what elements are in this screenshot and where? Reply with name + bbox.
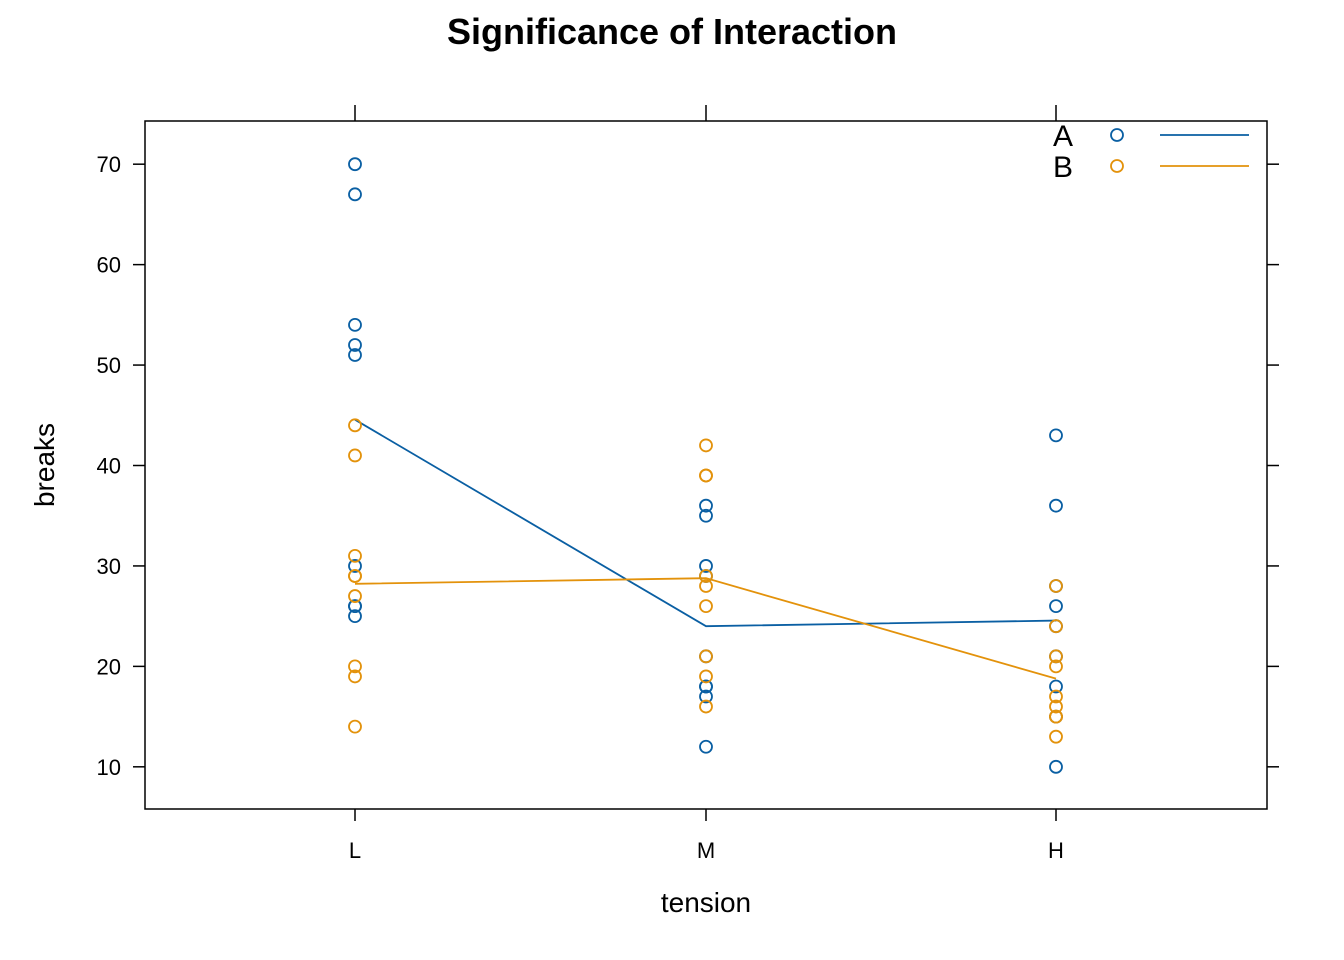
legend-marker-a — [1110, 128, 1124, 142]
data-point-b — [1049, 619, 1063, 634]
data-point-b — [699, 649, 713, 664]
data-point-b — [699, 669, 713, 684]
data-point-b — [699, 699, 713, 714]
data-point-b — [699, 579, 713, 593]
data-point-a — [1049, 599, 1063, 614]
data-points — [348, 157, 1063, 774]
legend-marker-b — [1110, 159, 1124, 173]
data-point-a — [348, 187, 362, 202]
data-point-a — [699, 508, 713, 523]
data-point-a — [1049, 679, 1063, 694]
x-tick-label: L — [349, 838, 361, 863]
x-tick-label: H — [1048, 838, 1064, 863]
data-point-b — [348, 569, 362, 583]
y-tick-label: 20 — [97, 654, 121, 679]
data-point-a — [348, 317, 362, 332]
data-point-b — [1049, 649, 1063, 664]
data-point-a — [348, 157, 362, 172]
data-point-a — [1049, 498, 1063, 513]
data-point-a — [699, 689, 713, 704]
mean-line-b — [354, 577, 1057, 680]
legend-label-b: B — [1053, 151, 1073, 184]
y-tick-label: 70 — [97, 152, 121, 177]
data-point-b — [348, 548, 362, 563]
y-tick-label: 10 — [97, 755, 121, 780]
data-point-a — [348, 609, 362, 624]
data-point-a — [1049, 428, 1063, 443]
data-point-b — [1049, 699, 1063, 714]
data-point-a — [348, 559, 362, 573]
x-axis-label: tension — [661, 887, 751, 918]
y-tick-label: 30 — [97, 554, 121, 579]
data-point-b — [348, 589, 362, 603]
y-tick-label: 40 — [97, 454, 121, 479]
data-point-b — [699, 569, 713, 583]
data-point-b — [1049, 579, 1063, 593]
y-axis-label: breaks — [29, 423, 60, 507]
x-tick-label: M — [697, 838, 715, 863]
y-tick-label: 50 — [97, 353, 121, 378]
data-point-b — [699, 599, 713, 614]
data-point-b — [348, 719, 362, 734]
data-point-a — [699, 559, 713, 573]
data-point-a — [348, 599, 362, 614]
data-point-a — [699, 498, 713, 513]
data-point-b — [348, 448, 362, 463]
data-point-b — [699, 468, 713, 483]
mean-line-a — [354, 418, 1057, 628]
data-point-b — [1049, 659, 1063, 674]
data-point-a — [1049, 759, 1063, 774]
data-point-a — [348, 348, 362, 362]
data-point-a — [699, 739, 713, 754]
data-point-b — [1049, 689, 1063, 704]
data-point-a — [348, 338, 362, 352]
plot-frame — [144, 120, 1268, 810]
legend-label-a: A — [1053, 120, 1073, 153]
y-tick-label: 60 — [97, 253, 121, 278]
axis-ticks: 10 20 30 40 50 60 70 L M H — [97, 105, 1279, 863]
legend: AB — [1053, 120, 1249, 184]
data-point-b — [348, 659, 362, 674]
data-point-b — [348, 418, 362, 433]
data-point-b — [1049, 729, 1063, 744]
data-point-b — [348, 669, 362, 684]
data-point-a — [699, 679, 713, 694]
data-point-b — [1049, 709, 1063, 724]
chart-title: Significance of Interaction — [447, 11, 897, 52]
data-point-b — [699, 438, 713, 453]
mean-lines — [354, 418, 1057, 680]
